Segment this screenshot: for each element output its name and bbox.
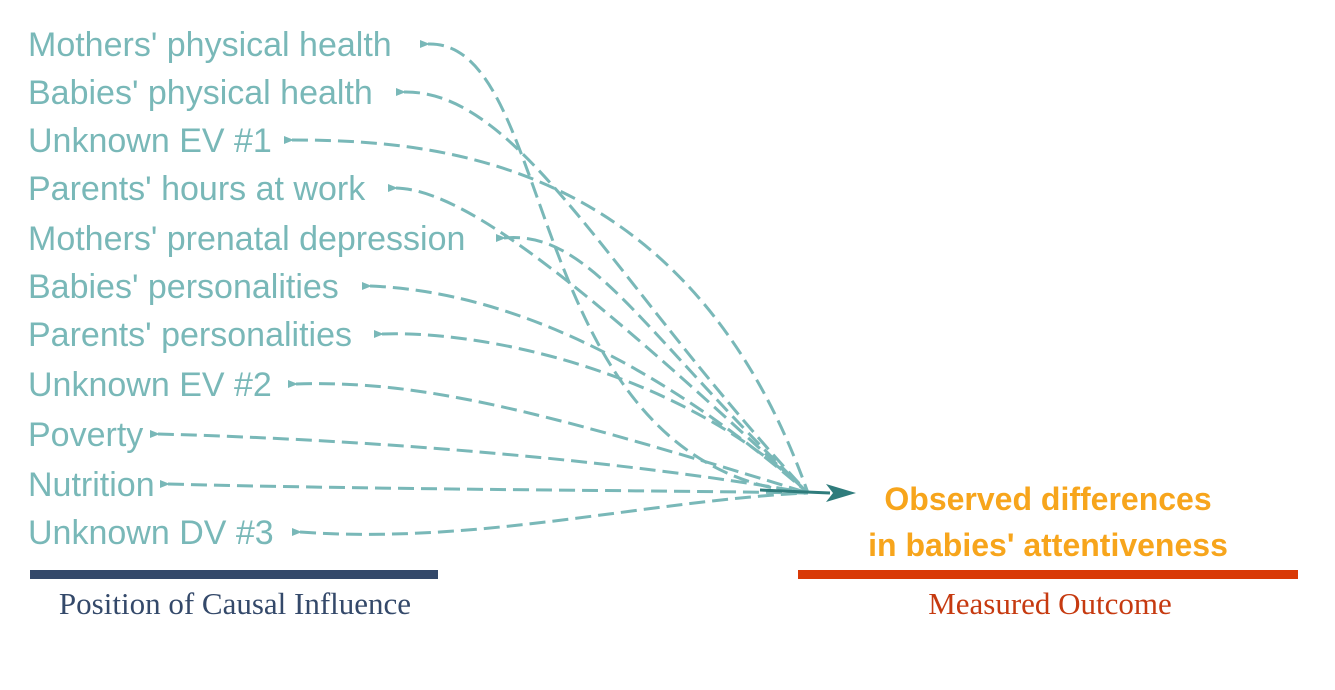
outcome-line-1: Observed differences [884, 481, 1211, 517]
influence-label: Mothers' physical health [28, 26, 392, 64]
influence-curves [150, 40, 810, 536]
influence-curve [157, 432, 809, 495]
influence-curve [299, 491, 809, 536]
arrow-tail-icon [288, 380, 298, 388]
influence-curve [395, 186, 810, 495]
influence-label: Mothers' prenatal depression [28, 220, 465, 258]
influence-curve [403, 90, 810, 495]
influence-curve [503, 236, 810, 495]
arrow-tail-icon [150, 430, 160, 438]
arrow-tail-icon [362, 282, 372, 290]
arrowhead-icon [826, 484, 856, 502]
arrow-tail-icon [374, 330, 384, 338]
influence-label: Unknown EV #1 [28, 122, 272, 160]
influence-labels: Mothers' physical health Babies' physical… [28, 26, 465, 552]
arrow-tail-icon [284, 136, 294, 144]
influence-bar [30, 570, 438, 579]
arrow-tail-icon [388, 184, 398, 192]
influence-curve [295, 382, 809, 495]
influence-caption: Position of Causal Influence [58, 586, 412, 621]
arrow-tail-icon [160, 480, 170, 488]
influence-label: Babies' personalities [28, 268, 339, 306]
influence-label: Poverty [28, 416, 143, 454]
influence-label: Nutrition [28, 466, 155, 504]
arrow-tail-icon [396, 88, 406, 96]
influence-curve [427, 42, 809, 495]
influence-curve [381, 332, 810, 495]
outcome-caption: Measured Outcome [928, 586, 1172, 621]
influence-label: Unknown EV #2 [28, 366, 272, 404]
influence-label: Parents' hours at work [28, 170, 366, 208]
arrow-tail-icon [292, 528, 302, 536]
influence-curve [291, 138, 810, 494]
main-arrow-icon [759, 488, 831, 495]
influence-curve [369, 284, 809, 495]
influence-label: Unknown DV #3 [28, 514, 274, 552]
arrow-tail-icon [420, 40, 430, 48]
arrow-tail-icon [496, 234, 506, 242]
outcome-bar [798, 570, 1298, 579]
influence-label: Babies' physical health [28, 74, 373, 112]
outcome-line-2: in babies' attentiveness [868, 527, 1228, 563]
influence-curve [167, 482, 809, 495]
influence-label: Parents' personalities [28, 316, 352, 354]
